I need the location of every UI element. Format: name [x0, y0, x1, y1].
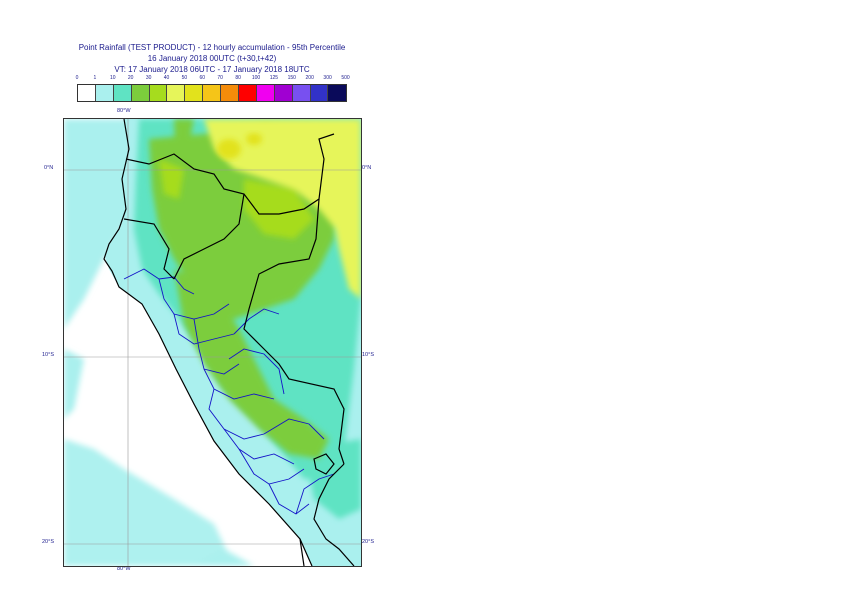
chart-title: Point Rainfall (TEST PRODUCT) - 12 hourl… [0, 42, 424, 75]
legend-threshold-label: 30 [145, 75, 152, 81]
legend-swatch [113, 85, 132, 101]
legend-threshold-label: 300 [323, 75, 332, 81]
title-line-3: VT: 17 January 2018 06UTC - 17 January 2… [114, 65, 310, 74]
legend-threshold-label: 20 [127, 75, 134, 81]
map-frame [63, 118, 362, 567]
legend-threshold-label: 500 [341, 75, 350, 81]
legend-swatch [221, 85, 240, 101]
legend-swatch [328, 85, 347, 101]
legend-swatch [78, 85, 96, 101]
lat-label-20s-right: 20°S [362, 539, 374, 545]
lat-label-0n-left: 0°N [44, 165, 54, 171]
legend-swatch [167, 85, 186, 101]
legend-threshold-label: 200 [305, 75, 314, 81]
legend-threshold-label: 0 [75, 75, 79, 81]
regional-borders [123, 268, 335, 515]
legend-threshold-label: 100 [251, 75, 261, 81]
legend-threshold-label: 50 [181, 75, 188, 81]
legend-threshold-label: 60 [199, 75, 206, 81]
legend-threshold-label: 10 [110, 75, 116, 81]
lat-label-20s-left: 20°S [42, 539, 54, 545]
legend-swatch [310, 85, 329, 101]
lon-label-top: 80°W [117, 108, 131, 114]
legend-threshold-label: 40 [163, 75, 170, 81]
title-line-2: 16 January 2018 00UTC (t+30,t+42) [147, 54, 277, 63]
legend-threshold-label: 80 [235, 75, 241, 81]
legend-swatch [274, 85, 293, 101]
legend-swatch [239, 85, 257, 101]
legend-swatch [256, 85, 275, 101]
legend-swatch [95, 85, 114, 101]
graticule [64, 119, 361, 566]
legend-threshold-label: 70 [217, 75, 223, 81]
legend-threshold-labels: 0 1 10 20 30 40 50 60 70 80 100 125 150 200 300 500 [70, 75, 360, 84]
country-borders [103, 119, 355, 566]
legend-threshold-label: 150 [287, 75, 296, 81]
title-line-1: Point Rainfall (TEST PRODUCT) - 12 hourl… [78, 43, 346, 52]
legend-threshold-label: 1 [93, 75, 97, 81]
lat-label-10s-right: 10°S [362, 352, 374, 358]
lat-label-10s-left: 10°S [42, 352, 54, 358]
legend-color-bar [77, 84, 348, 102]
legend-swatch [149, 85, 168, 101]
legend-swatch [185, 85, 204, 101]
rain-zone-gold [217, 133, 262, 159]
legend-threshold-label: 125 [269, 75, 279, 81]
precip-map [64, 119, 361, 566]
legend-swatch [292, 85, 311, 101]
lon-label-bottom: 80°W [117, 566, 131, 572]
legend-swatch [203, 85, 222, 101]
lat-label-0n-right: 0°N [362, 165, 372, 171]
legend-swatch [131, 85, 150, 101]
